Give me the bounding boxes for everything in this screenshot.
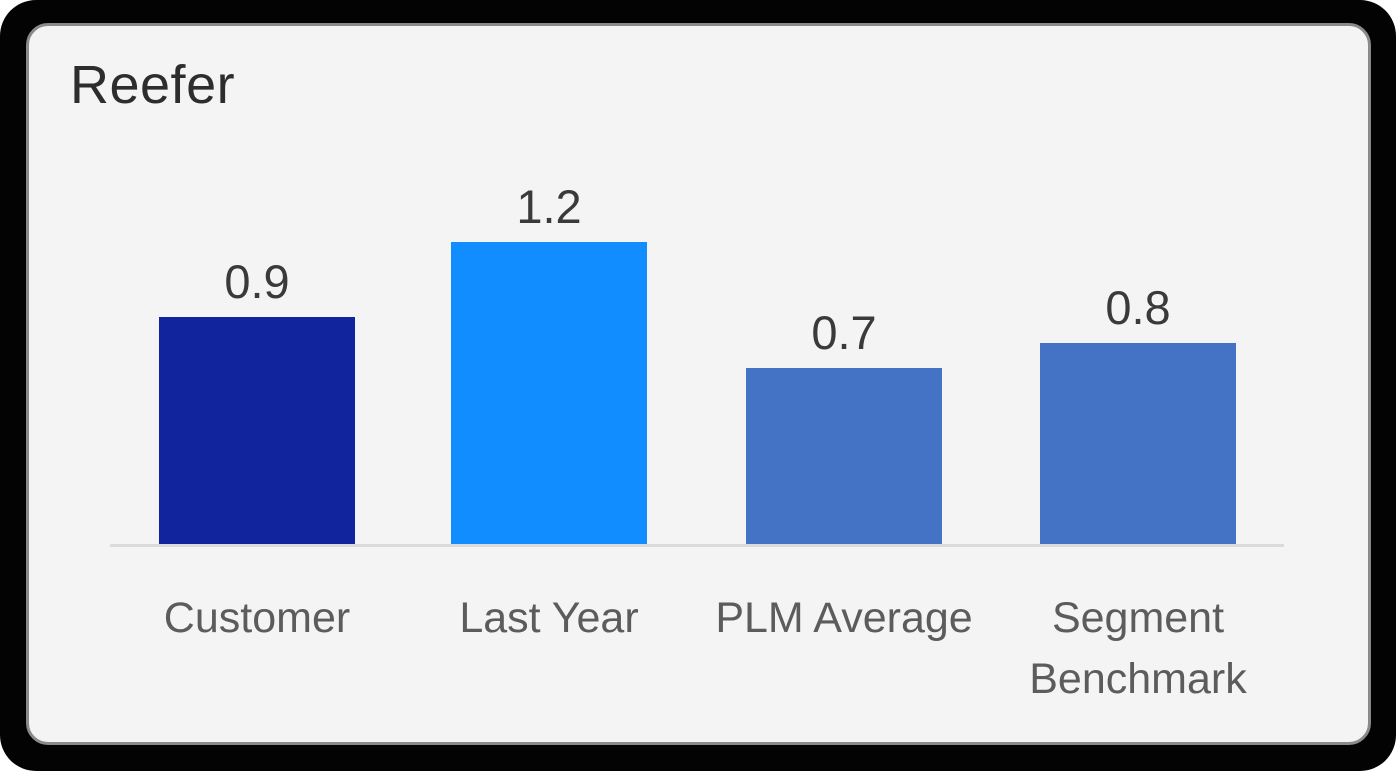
- bar-customer[interactable]: [159, 317, 355, 544]
- bar-segment-benchmark[interactable]: [1040, 343, 1236, 544]
- x-axis-line: [110, 544, 1284, 547]
- bar-group-plm-average: 0.7: [746, 306, 942, 544]
- bar-group-segment-benchmark: 0.8: [1040, 281, 1236, 544]
- bar-last-year[interactable]: [451, 242, 647, 544]
- data-label-plm-average: 0.7: [811, 305, 877, 359]
- data-label-customer: 0.9: [224, 254, 290, 308]
- bar-plm-average[interactable]: [746, 368, 942, 544]
- category-label-last-year: Last Year: [459, 594, 639, 642]
- data-label-segment-benchmark: 0.8: [1105, 280, 1171, 334]
- data-label-last-year: 1.2: [516, 179, 582, 233]
- category-label-customer: Customer: [163, 594, 351, 642]
- category-label-segment-benchmark: Segment Benchmark: [1029, 594, 1247, 704]
- bar-group-last-year: 1.2: [451, 180, 647, 544]
- category-label-plm-average: PLM Average: [715, 594, 973, 642]
- chart-title: Reefer: [70, 55, 236, 115]
- bar-group-customer: 0.9: [159, 255, 355, 544]
